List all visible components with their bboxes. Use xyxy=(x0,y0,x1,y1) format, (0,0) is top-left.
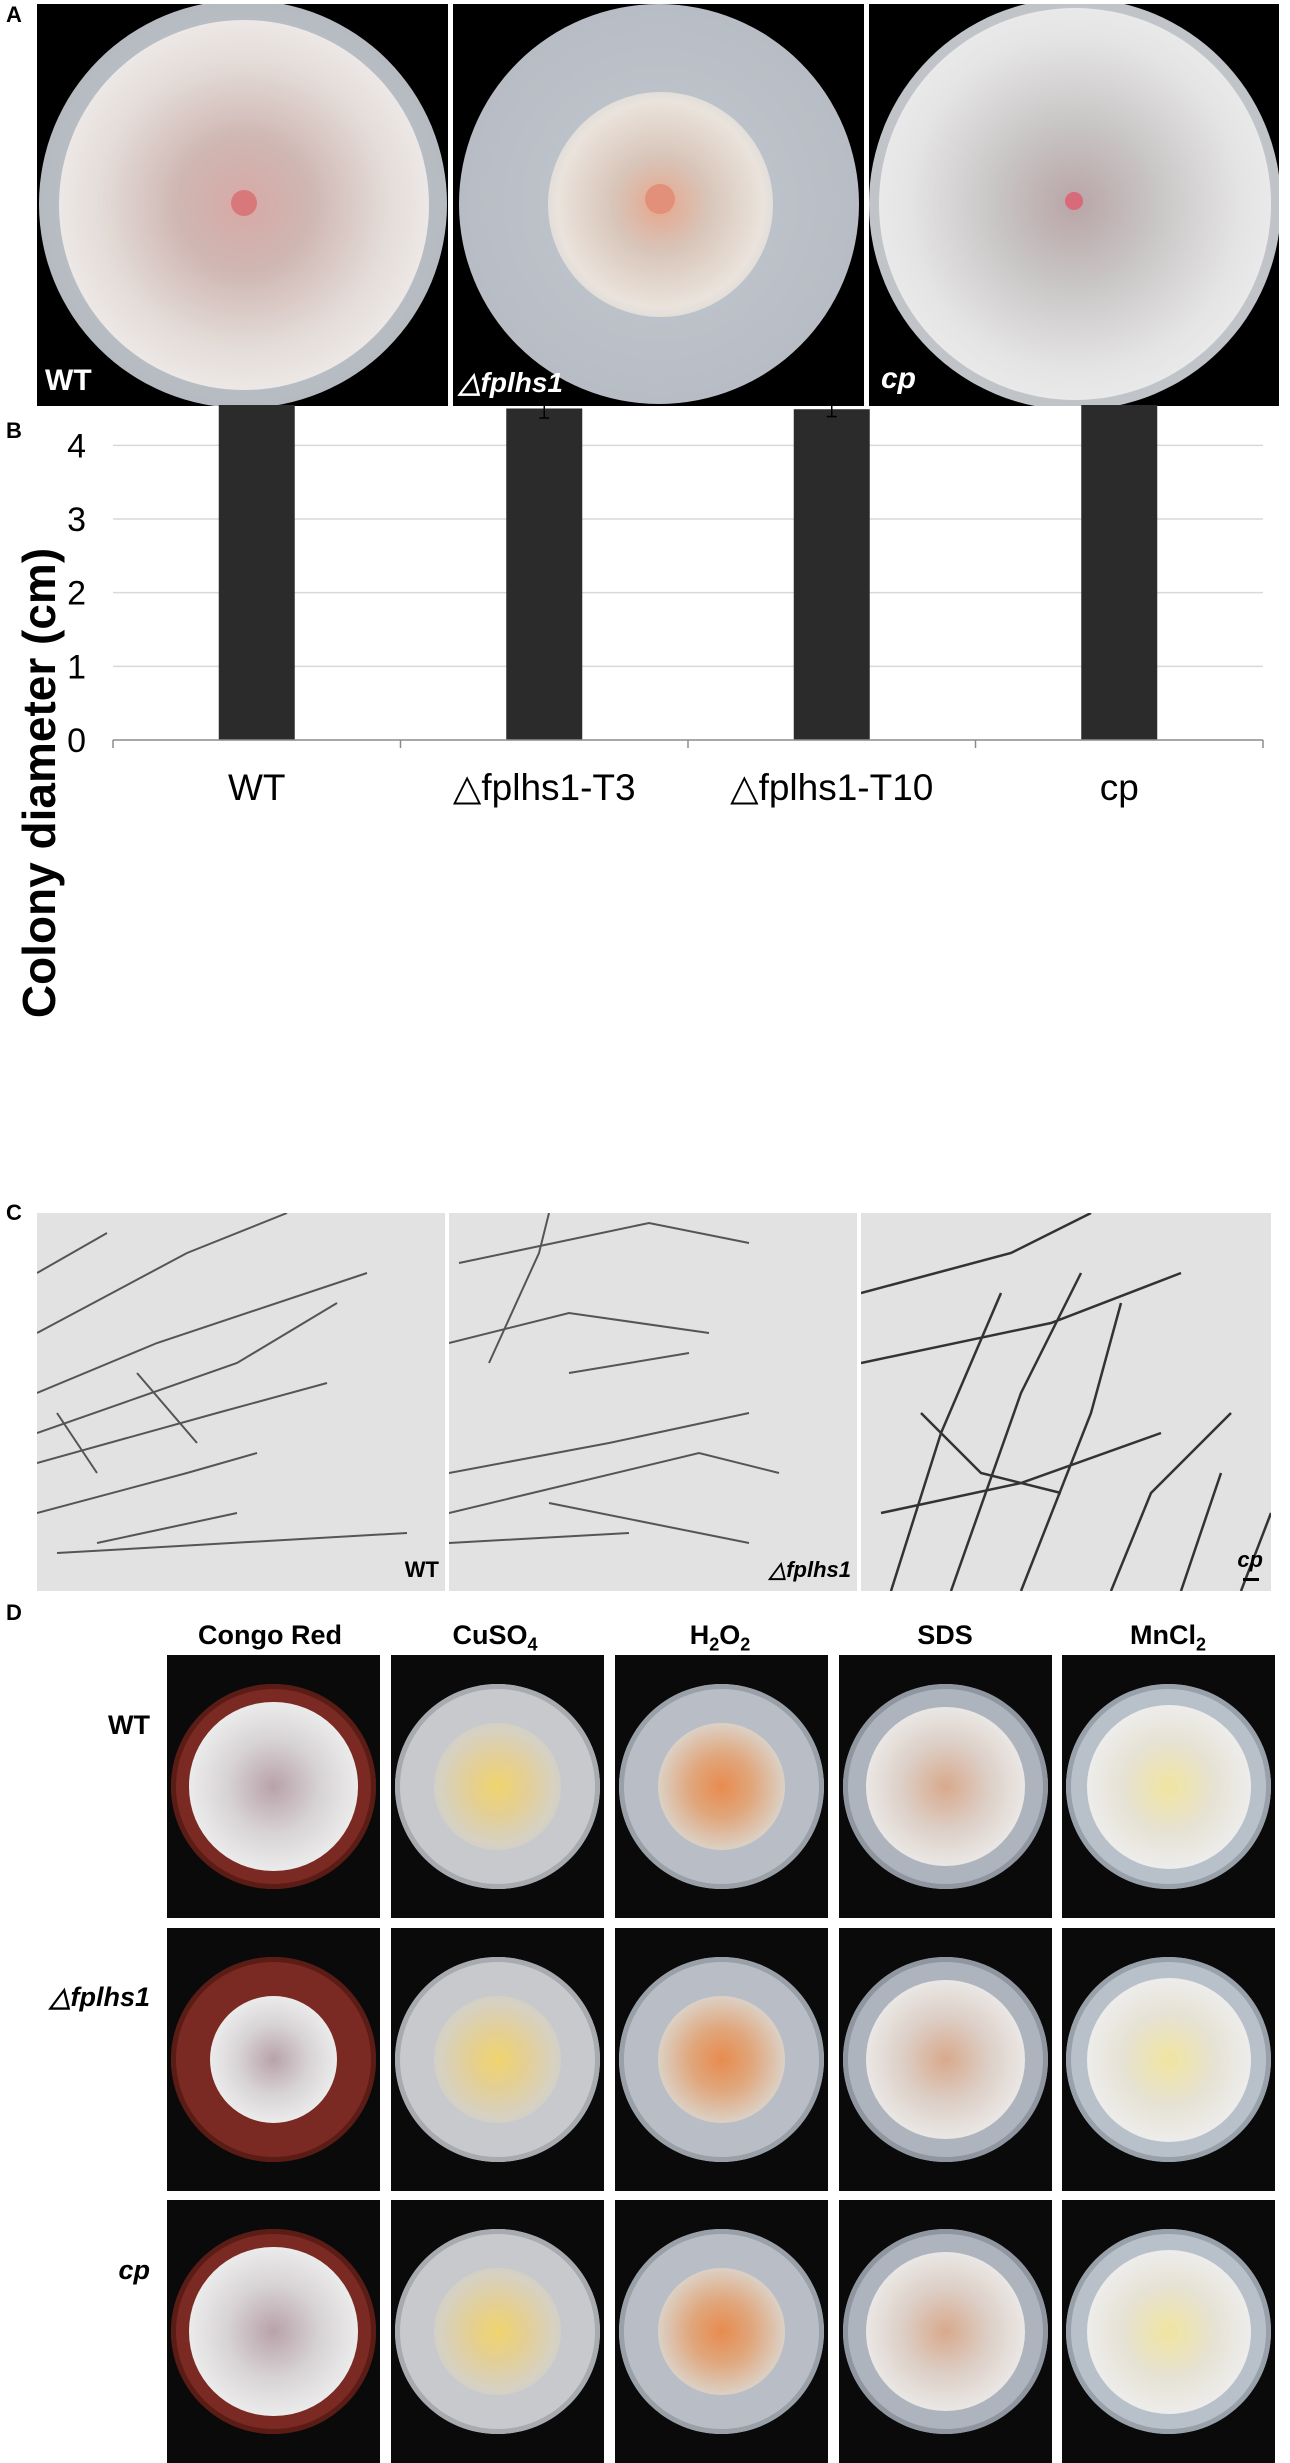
fungal-colony xyxy=(189,2247,358,2416)
bar-1 xyxy=(506,408,583,740)
stress-plate-tile xyxy=(1062,2200,1275,2463)
stress-plate-tile xyxy=(167,1655,380,1918)
fungal-colony xyxy=(209,1995,338,2124)
panel-letter-d: D xyxy=(6,1600,22,1625)
fungal-colony xyxy=(657,1995,786,2124)
col-head-h2o2-o: O xyxy=(719,1620,741,1650)
fungal-colony xyxy=(433,1722,562,1851)
fungal-colony xyxy=(1086,1704,1251,1869)
fungal-colony xyxy=(657,1722,786,1851)
photo-mutant-colony: △fplhs1 xyxy=(453,4,864,406)
fungal-colony xyxy=(865,1979,1026,2140)
col-head-congo-red: Congo Red xyxy=(198,1620,342,1650)
y-tick-label: 4 xyxy=(67,427,86,465)
category-label: △fplhs1-T10 xyxy=(730,767,933,808)
y-tick-label: 2 xyxy=(67,575,86,613)
category-label: WT xyxy=(228,767,286,808)
hyphae-drawing xyxy=(449,1213,780,1544)
col-head-mncl2-text: MnCl xyxy=(1130,1620,1196,1650)
stress-plate-tile xyxy=(839,1928,1052,2191)
micrograph-wt: WT xyxy=(37,1213,445,1591)
photo-wt-colony: WT xyxy=(37,4,448,406)
fungal-colony xyxy=(865,2251,1026,2412)
photo-label-wt: WT xyxy=(45,364,92,397)
chart-y-ticks: 0123456 xyxy=(67,427,86,760)
micro-label-wt: WT xyxy=(404,1557,439,1582)
stress-plate-tile xyxy=(167,1928,380,2191)
panel-letter-a: A xyxy=(6,2,22,27)
y-axis-label: Colony diameter (cm) xyxy=(13,548,65,1018)
micrograph-mutant: △fplhs1 xyxy=(449,1213,857,1591)
row-head-wt: WT xyxy=(108,1710,150,1740)
chart-axes xyxy=(112,739,1264,748)
col-head-sds: SDS xyxy=(917,1620,973,1650)
col-head-h2o2: H2O2 xyxy=(610,1620,830,1655)
row-head-cp: cp xyxy=(118,2255,150,2285)
col-head-mncl2: MnCl2 xyxy=(1058,1620,1278,1655)
fungal-colony xyxy=(1086,1977,1251,2142)
micro-label-cp: cp xyxy=(1237,1547,1263,1572)
y-tick-label: 1 xyxy=(67,648,86,686)
col-head-h2o2-text: H xyxy=(689,1620,710,1650)
stress-plate-tile xyxy=(391,1928,604,2191)
chart-error-bars xyxy=(539,405,837,419)
hyphae-drawing xyxy=(37,1213,408,1554)
col-head-cuso4: CuSO4 xyxy=(385,1620,605,1655)
fungal-colony xyxy=(433,1995,562,2124)
bar-2 xyxy=(793,409,870,740)
fungal-colony xyxy=(657,2267,786,2396)
panel-letter-b: B xyxy=(6,418,22,443)
photo-label-cp: cp xyxy=(881,362,917,395)
scale-bar xyxy=(1243,1578,1259,1581)
stress-plate-tile xyxy=(839,1655,1052,1918)
stress-plate-tile xyxy=(615,1928,828,2191)
chart-categories: WT △fplhs1-T3 △fplhs1-T10 cp xyxy=(228,767,1139,808)
stress-plate-tile xyxy=(391,2200,604,2463)
subscript: 2 xyxy=(1195,1634,1206,1655)
fungal-colony xyxy=(1086,2249,1251,2414)
micrograph-cp: cp xyxy=(861,1213,1271,1591)
colony-center xyxy=(1065,192,1083,210)
stress-plate-tile xyxy=(1062,1655,1275,1918)
category-label: cp xyxy=(1100,767,1139,808)
stress-plate-tile xyxy=(615,2200,828,2463)
bar-3 xyxy=(1081,405,1158,740)
photo-cp-colony: cp xyxy=(869,4,1279,406)
y-tick-label: 3 xyxy=(67,501,86,539)
stress-plate-tile xyxy=(615,1655,828,1918)
stress-plate-tile xyxy=(1062,1928,1275,2191)
col-head-cuso4-text: CuSO xyxy=(452,1620,528,1650)
fungal-colony xyxy=(189,1702,358,1871)
row-head-mutant: △fplhs1 xyxy=(49,1982,150,2012)
subscript: 2 xyxy=(740,1634,751,1655)
subscript: 4 xyxy=(527,1634,538,1655)
category-label: △fplhs1-T3 xyxy=(453,767,636,808)
fungal-colony xyxy=(865,1706,1026,1867)
stress-plate-tile xyxy=(391,1655,604,1918)
subscript: 2 xyxy=(709,1634,720,1655)
y-tick-label: 0 xyxy=(67,722,86,760)
stress-plate-tile xyxy=(167,2200,380,2463)
photo-label-mutant: △fplhs1 xyxy=(459,367,563,398)
chart-bars xyxy=(218,405,1158,740)
chart-grid xyxy=(113,444,1263,668)
panel-letter-c: C xyxy=(6,1200,22,1225)
colony-center xyxy=(645,184,675,214)
stress-plate-tile xyxy=(839,2200,1052,2463)
hyphae-drawing xyxy=(861,1213,1271,1591)
fungal-colony xyxy=(433,2267,562,2396)
bar-0 xyxy=(218,405,295,740)
colony-center xyxy=(231,190,257,216)
micro-label-mutant: △fplhs1 xyxy=(769,1557,851,1582)
